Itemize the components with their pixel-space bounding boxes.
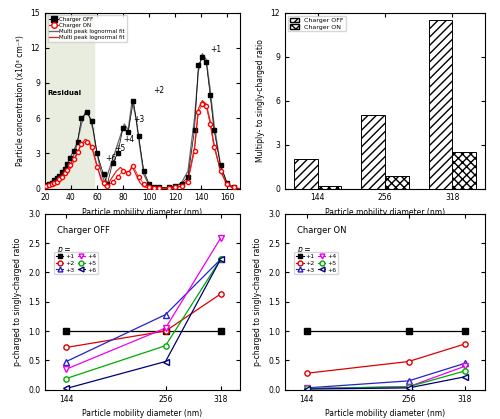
Text: +5: +5 — [114, 145, 125, 153]
Line: +5: +5 — [64, 257, 223, 381]
+4 — [218, 236, 224, 241]
+2 — [462, 341, 468, 347]
+5 — [162, 343, 168, 348]
X-axis label: Particle mobility diameter (nm): Particle mobility diameter (nm) — [325, 409, 445, 418]
+4 — [64, 367, 70, 372]
+4 — [304, 386, 310, 391]
+6 — [218, 257, 224, 262]
+6 — [64, 386, 70, 391]
+3 — [218, 257, 224, 262]
+4 — [462, 364, 468, 369]
Bar — [45, 13, 94, 189]
+3 — [304, 385, 310, 391]
+5 — [304, 386, 310, 391]
Text: +3: +3 — [134, 115, 144, 124]
+6 — [462, 374, 468, 379]
+4 — [406, 384, 411, 389]
Bar — [385, 176, 408, 189]
+1 — [462, 328, 468, 334]
Line: +4: +4 — [304, 364, 468, 391]
Line: +6: +6 — [64, 257, 223, 391]
+3 — [406, 378, 411, 383]
Y-axis label: Multiply- to singly-charged ratio: Multiply- to singly-charged ratio — [256, 39, 265, 162]
Line: +1: +1 — [64, 328, 223, 334]
Text: (a): (a) — [134, 222, 150, 232]
+1 — [304, 328, 310, 334]
+6 — [162, 359, 168, 364]
Text: +4: +4 — [123, 135, 134, 144]
Line: +2: +2 — [64, 292, 223, 350]
X-axis label: Particle mobility diameter (nm): Particle mobility diameter (nm) — [82, 208, 202, 217]
+3 — [162, 312, 168, 317]
+1 — [406, 328, 411, 334]
Y-axis label: p-charged to singly-charged ratio: p-charged to singly-charged ratio — [254, 238, 262, 366]
+1 — [218, 328, 224, 334]
+5 — [64, 376, 70, 381]
Text: (b): (b) — [377, 222, 393, 232]
Text: p =: p = — [56, 246, 70, 254]
+2 — [218, 292, 224, 297]
Text: +2: +2 — [153, 86, 164, 95]
+6 — [304, 387, 310, 392]
+5 — [218, 257, 224, 262]
Line: +4: +4 — [64, 236, 223, 372]
Text: Charger OFF: Charger OFF — [56, 226, 110, 235]
Bar — [429, 20, 452, 189]
+2 — [406, 359, 411, 364]
Y-axis label: Particle concentration (x10³ cm⁻³): Particle concentration (x10³ cm⁻³) — [16, 35, 25, 166]
Text: Residual: Residual — [48, 90, 82, 96]
Text: p =: p = — [297, 246, 310, 254]
Line: +5: +5 — [304, 368, 468, 391]
Text: Charger ON: Charger ON — [297, 226, 346, 235]
Legend: Charger OFF, Charger ON, Multi peak lognormal fit, Multi peak lognormal fit: Charger OFF, Charger ON, Multi peak logn… — [48, 16, 126, 42]
+4 — [162, 326, 168, 331]
Text: +1: +1 — [210, 45, 221, 54]
+2 — [162, 328, 168, 334]
Line: +3: +3 — [64, 257, 223, 364]
X-axis label: Particle mobility diameter (nm): Particle mobility diameter (nm) — [82, 409, 202, 418]
+2 — [64, 345, 70, 350]
Y-axis label: p-charged to singly-charged ratio: p-charged to singly-charged ratio — [14, 238, 22, 366]
+6 — [406, 385, 411, 391]
+1 — [162, 328, 168, 334]
Bar — [452, 152, 476, 189]
Bar — [294, 159, 318, 189]
+3 — [64, 359, 70, 364]
Bar — [362, 115, 385, 189]
+5 — [406, 384, 411, 389]
Bar — [318, 186, 341, 189]
Line: +1: +1 — [304, 328, 468, 334]
+1 — [64, 328, 70, 334]
Line: +2: +2 — [304, 341, 468, 376]
Legend: Charger OFF, Charger ON: Charger OFF, Charger ON — [288, 16, 346, 31]
Legend: +1, +2, +3, +4, +5, +6: +1, +2, +3, +4, +5, +6 — [54, 252, 98, 274]
+2 — [304, 371, 310, 376]
Legend: +1, +2, +3, +4, +5, +6: +1, +2, +3, +4, +5, +6 — [294, 252, 338, 274]
+3 — [462, 361, 468, 366]
+5 — [462, 368, 468, 373]
Text: +6: +6 — [105, 154, 116, 163]
Line: +6: +6 — [304, 374, 468, 392]
Line: +3: +3 — [304, 361, 468, 391]
X-axis label: Particle mobility diameter (nm): Particle mobility diameter (nm) — [325, 208, 445, 217]
